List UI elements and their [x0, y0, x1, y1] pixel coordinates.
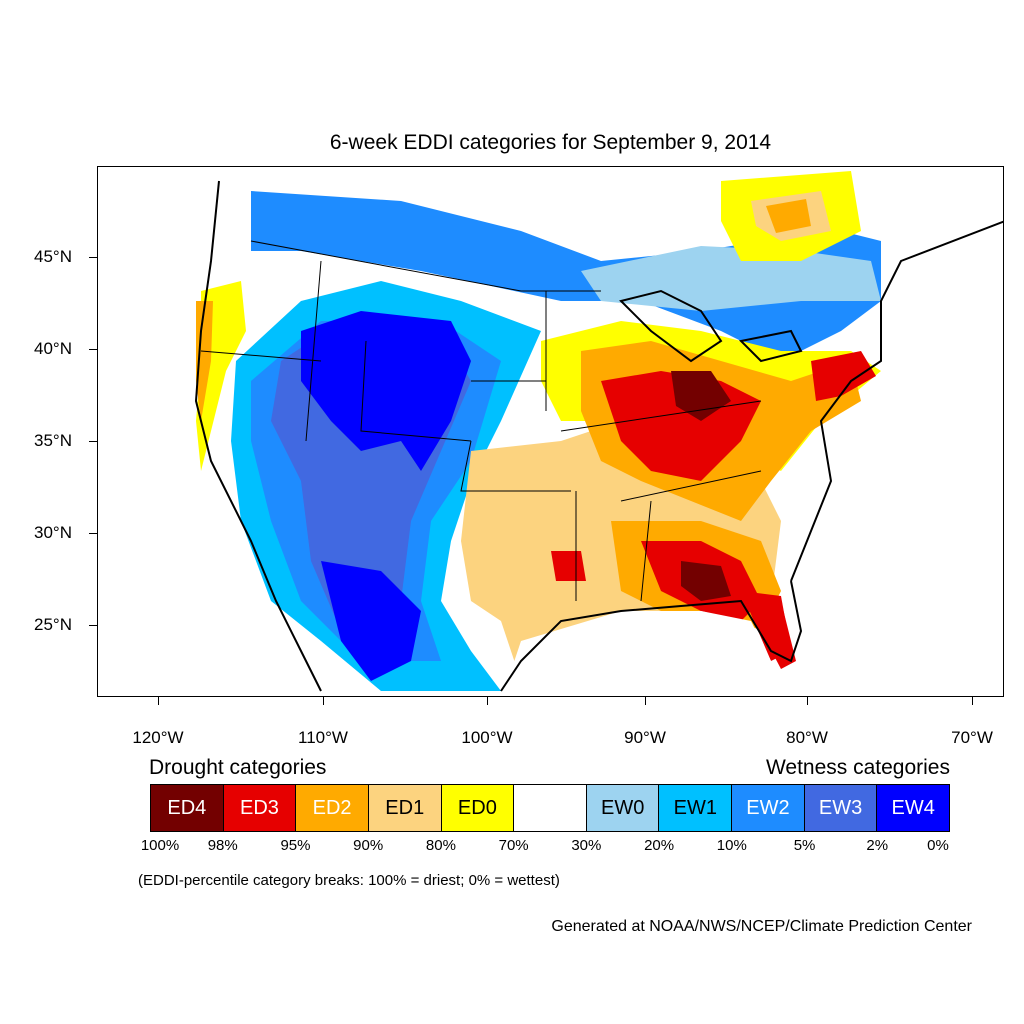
east-coast	[790, 220, 1003, 582]
canada-wet-region	[251, 191, 881, 361]
lat-label: 40°N	[34, 339, 72, 358]
great-lakes	[619, 289, 803, 363]
lat-tick	[89, 625, 97, 626]
legend-swatch: EW3	[804, 785, 878, 831]
lat-tick	[89, 257, 97, 258]
lat-label: 30°N	[34, 523, 72, 542]
legend-swatch: ED2	[296, 785, 369, 831]
lon-tick	[158, 697, 159, 705]
percentile-label: 10%	[716, 837, 747, 854]
lat-label: 25°N	[34, 615, 72, 634]
percentile-label: 5%	[793, 837, 816, 854]
northeast-ed3	[811, 351, 876, 401]
lat-label: 45°N	[34, 247, 72, 266]
legend-swatch: ED0	[441, 785, 515, 831]
us-canada-border	[250, 240, 601, 292]
texas-ed3	[551, 551, 586, 581]
map-title: 6-week EDDI categories for September 9, …	[329, 131, 772, 154]
legend-swatch: EW2	[732, 785, 805, 831]
drought-heading: Drought categories	[149, 756, 327, 779]
percentile-label: 0%	[927, 837, 949, 854]
rockies-ew4	[301, 311, 471, 471]
lon-label: 90°W	[624, 728, 666, 747]
percentile-label: 98%	[207, 837, 238, 854]
percentile-label: 90%	[353, 837, 384, 854]
percentile-label: 2%	[866, 837, 889, 854]
wetness-heading: Wetness categories	[765, 756, 950, 779]
state-lines	[200, 260, 762, 602]
lon-tick	[807, 697, 808, 705]
legend-swatch	[514, 785, 587, 831]
lon-label: 70°W	[951, 728, 993, 747]
lon-label: 120°W	[132, 728, 184, 747]
percentile-label: 30%	[571, 837, 602, 854]
legend-swatch: EW4	[877, 785, 950, 831]
lon-label: 110°W	[298, 728, 348, 747]
florida-peninsula	[746, 596, 796, 669]
gulf-coast	[500, 580, 803, 692]
percentile-label: 20%	[644, 837, 675, 854]
lat-tick	[89, 349, 97, 350]
lat-label: 35°N	[34, 431, 72, 450]
percentile-label: 70%	[498, 837, 529, 854]
percentile-label: 80%	[425, 837, 456, 854]
lon-tick	[487, 697, 488, 705]
lon-tick	[323, 697, 324, 705]
percentile-label: 100%	[140, 837, 180, 854]
ohio-ed4	[671, 371, 731, 421]
legend-swatch: EW1	[659, 785, 733, 831]
west-coast	[194, 180, 322, 692]
lat-tick	[89, 533, 97, 534]
percentile-label: 95%	[280, 837, 311, 854]
lon-label: 80°W	[786, 728, 828, 747]
eddi-map	[97, 166, 1004, 697]
legend-swatch: ED4	[151, 785, 224, 831]
gulf-ed4	[681, 561, 731, 601]
legend-swatch: ED3	[223, 785, 297, 831]
lat-tick	[89, 441, 97, 442]
gulf-of-mexico	[502, 611, 789, 696]
quebec-severe	[766, 199, 811, 233]
legend-swatch: EW0	[586, 785, 660, 831]
category-note: (EDDI-percentile category breaks: 100% =…	[138, 872, 560, 889]
lon-tick	[972, 697, 973, 705]
canada-light-wet	[581, 246, 881, 311]
southwest-ew4	[321, 561, 421, 681]
legend-swatch: ED1	[368, 785, 442, 831]
lon-tick	[645, 697, 646, 705]
lon-label: 100°W	[461, 728, 513, 747]
credit-line: Generated at NOAA/NWS/NCEP/Climate Predi…	[551, 918, 972, 935]
category-legend: ED4 ED3 ED2 ED1 ED0 EW0 EW1 EW2 EW3 EW4	[150, 784, 950, 832]
